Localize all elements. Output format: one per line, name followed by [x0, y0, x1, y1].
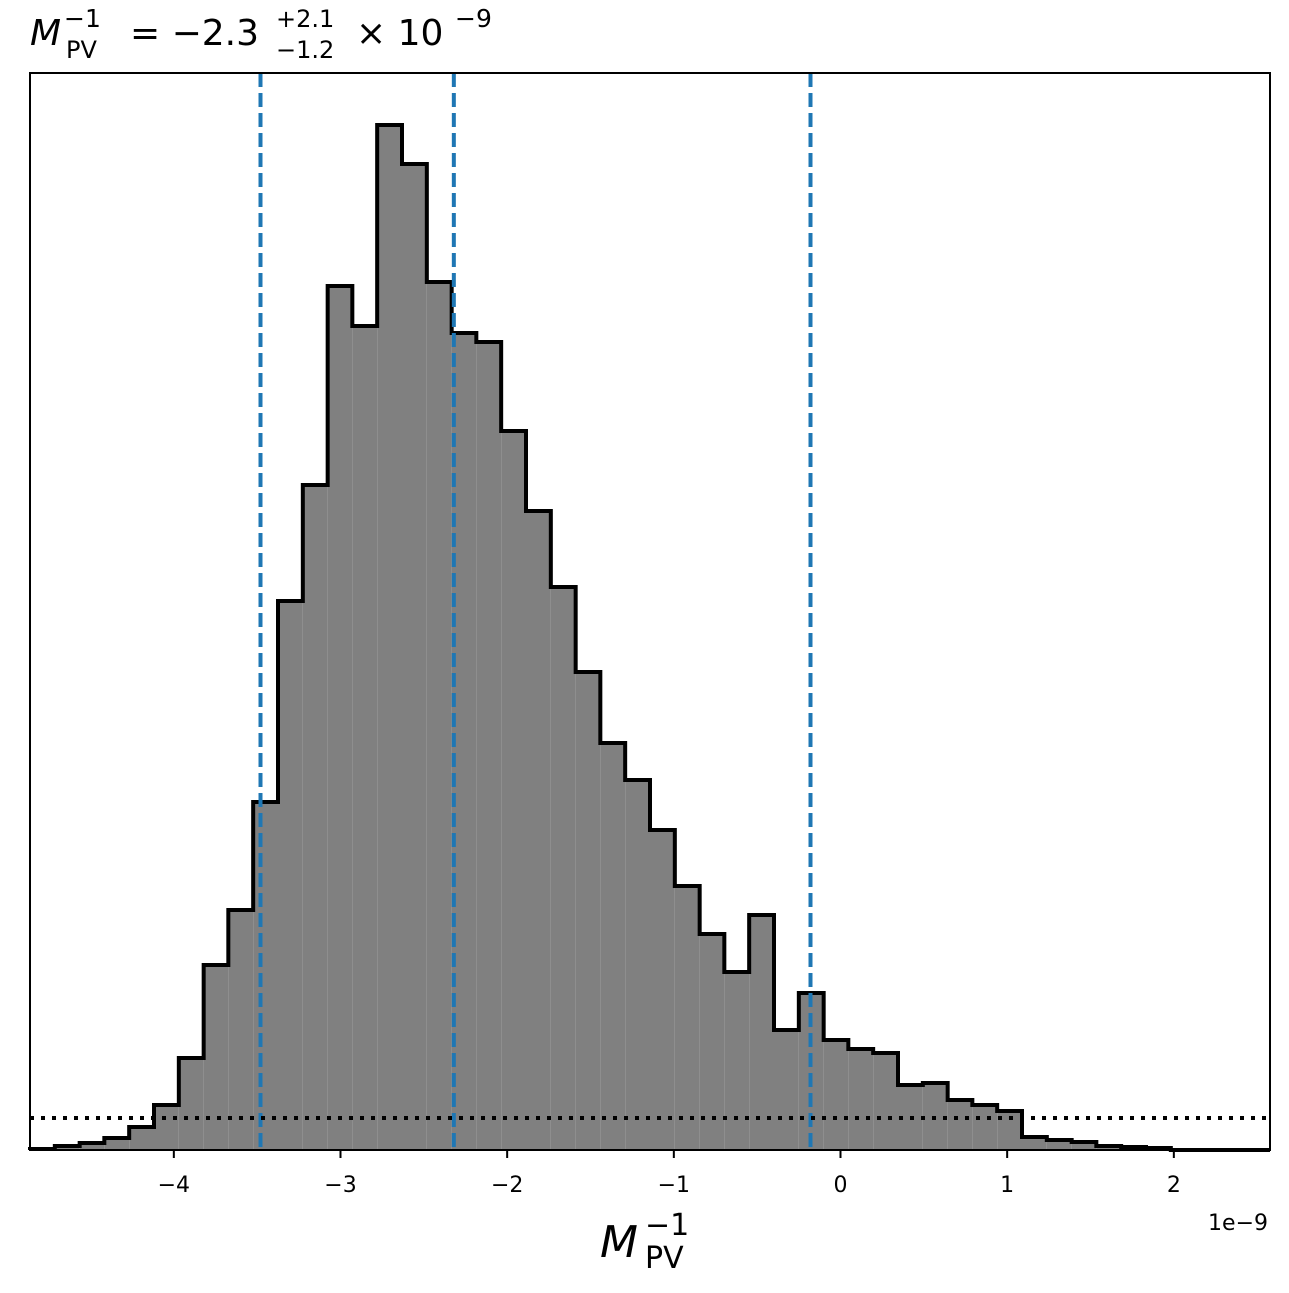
chart-title: M −1 PV = −2.3 +2.1 −1.2 × 10 −9	[30, 4, 492, 64]
histogram-bar	[302, 485, 328, 1150]
histogram-bar	[600, 743, 626, 1150]
histogram-bar	[575, 672, 601, 1150]
title-sup: −1	[64, 4, 101, 33]
title-exponent: −9	[455, 4, 492, 33]
histogram-bar	[1046, 1140, 1072, 1150]
title-sub: PV	[66, 36, 97, 64]
histogram-bar	[1071, 1142, 1097, 1150]
x-tick-label: 2	[1167, 1173, 1181, 1198]
x-tick-label: −1	[658, 1173, 690, 1198]
title-symbol: M	[30, 13, 61, 54]
histogram-bar	[550, 587, 576, 1150]
histogram-bar	[972, 1105, 998, 1150]
x-tick-label: 1	[1000, 1173, 1014, 1198]
histogram-bar	[253, 802, 278, 1150]
histogram-bar	[526, 511, 551, 1150]
histogram-bar	[501, 431, 526, 1150]
histogram-bar	[228, 910, 254, 1150]
xlabel-sup: −1	[645, 1208, 689, 1243]
histogram-bar	[625, 780, 650, 1150]
xlabel-symbol: M	[600, 1217, 638, 1268]
histogram-bar	[1022, 1137, 1047, 1150]
histogram-bar	[947, 1100, 973, 1150]
histogram-bar	[154, 1105, 179, 1150]
histogram-bar	[129, 1127, 154, 1150]
histogram-bar	[327, 286, 353, 1150]
x-axis-label: M −1 PV	[600, 1208, 689, 1276]
histogram-bar	[848, 1049, 874, 1150]
histogram-bar	[873, 1053, 898, 1150]
histogram-bar	[79, 1143, 105, 1150]
title-base: × 10	[356, 13, 443, 54]
title-plus: +2.1	[276, 5, 334, 33]
histogram-bar	[104, 1138, 130, 1150]
histogram-bar	[426, 282, 452, 1150]
histogram-outline	[28, 123, 1270, 1152]
x-offset-label: 1e−9	[1208, 1211, 1268, 1236]
histogram-bar	[178, 1058, 204, 1150]
axes-frame	[29, 72, 1271, 1151]
histogram-bar	[823, 1040, 849, 1150]
x-tick-label: −4	[158, 1173, 190, 1198]
histogram-bar	[650, 830, 675, 1150]
histogram-bar	[674, 886, 700, 1150]
x-tick-label: −2	[491, 1173, 523, 1198]
xlabel-sub: PV	[645, 1241, 684, 1276]
histogram-bar	[476, 342, 502, 1150]
title-value: = −2.3	[130, 13, 259, 54]
x-tick-label: 0	[834, 1173, 848, 1198]
histogram-bar	[377, 125, 402, 1150]
histogram-bar	[774, 1030, 799, 1150]
histogram-bar	[724, 972, 750, 1150]
histogram-bar	[749, 915, 774, 1150]
x-tick-label: −3	[324, 1173, 356, 1198]
histogram-bar	[203, 965, 229, 1150]
title-minus: −1.2	[276, 36, 334, 64]
histogram-bar	[352, 326, 378, 1150]
histogram-bar	[699, 934, 725, 1150]
histogram-bar	[278, 601, 303, 1150]
histogram-bar	[402, 164, 427, 1150]
